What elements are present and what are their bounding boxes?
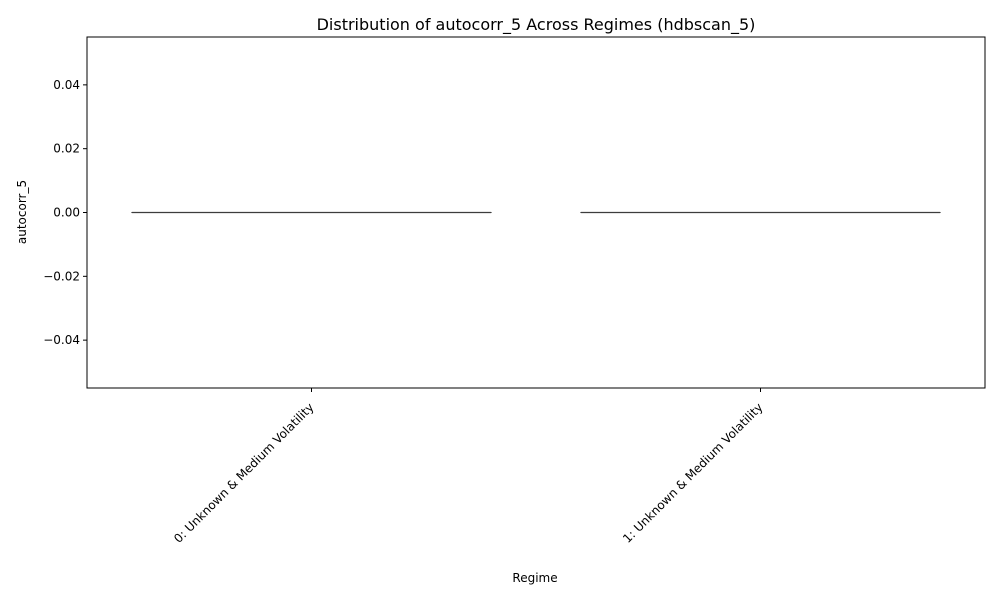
y-tick-label: 0.04 [53,78,80,92]
y-tick-label: −0.04 [43,333,80,347]
y-axis-label: autocorr_5 [15,180,29,244]
chart-title: Distribution of autocorr_5 Across Regime… [317,15,756,35]
y-tick-label: 0.00 [53,206,80,220]
x-tick-label: 1: Unknown & Medium Volatility [620,400,766,546]
x-axis-label: Regime [512,571,557,585]
y-tick-label: 0.02 [53,142,80,156]
y-axis: 0.04 0.02 0.00 −0.02 −0.04 [43,78,87,347]
y-tick-label: −0.02 [43,269,80,283]
x-tick-label: 0: Unknown & Medium Volatility [171,400,317,546]
x-axis: 0: Unknown & Medium Volatility 1: Unknown… [171,388,766,546]
